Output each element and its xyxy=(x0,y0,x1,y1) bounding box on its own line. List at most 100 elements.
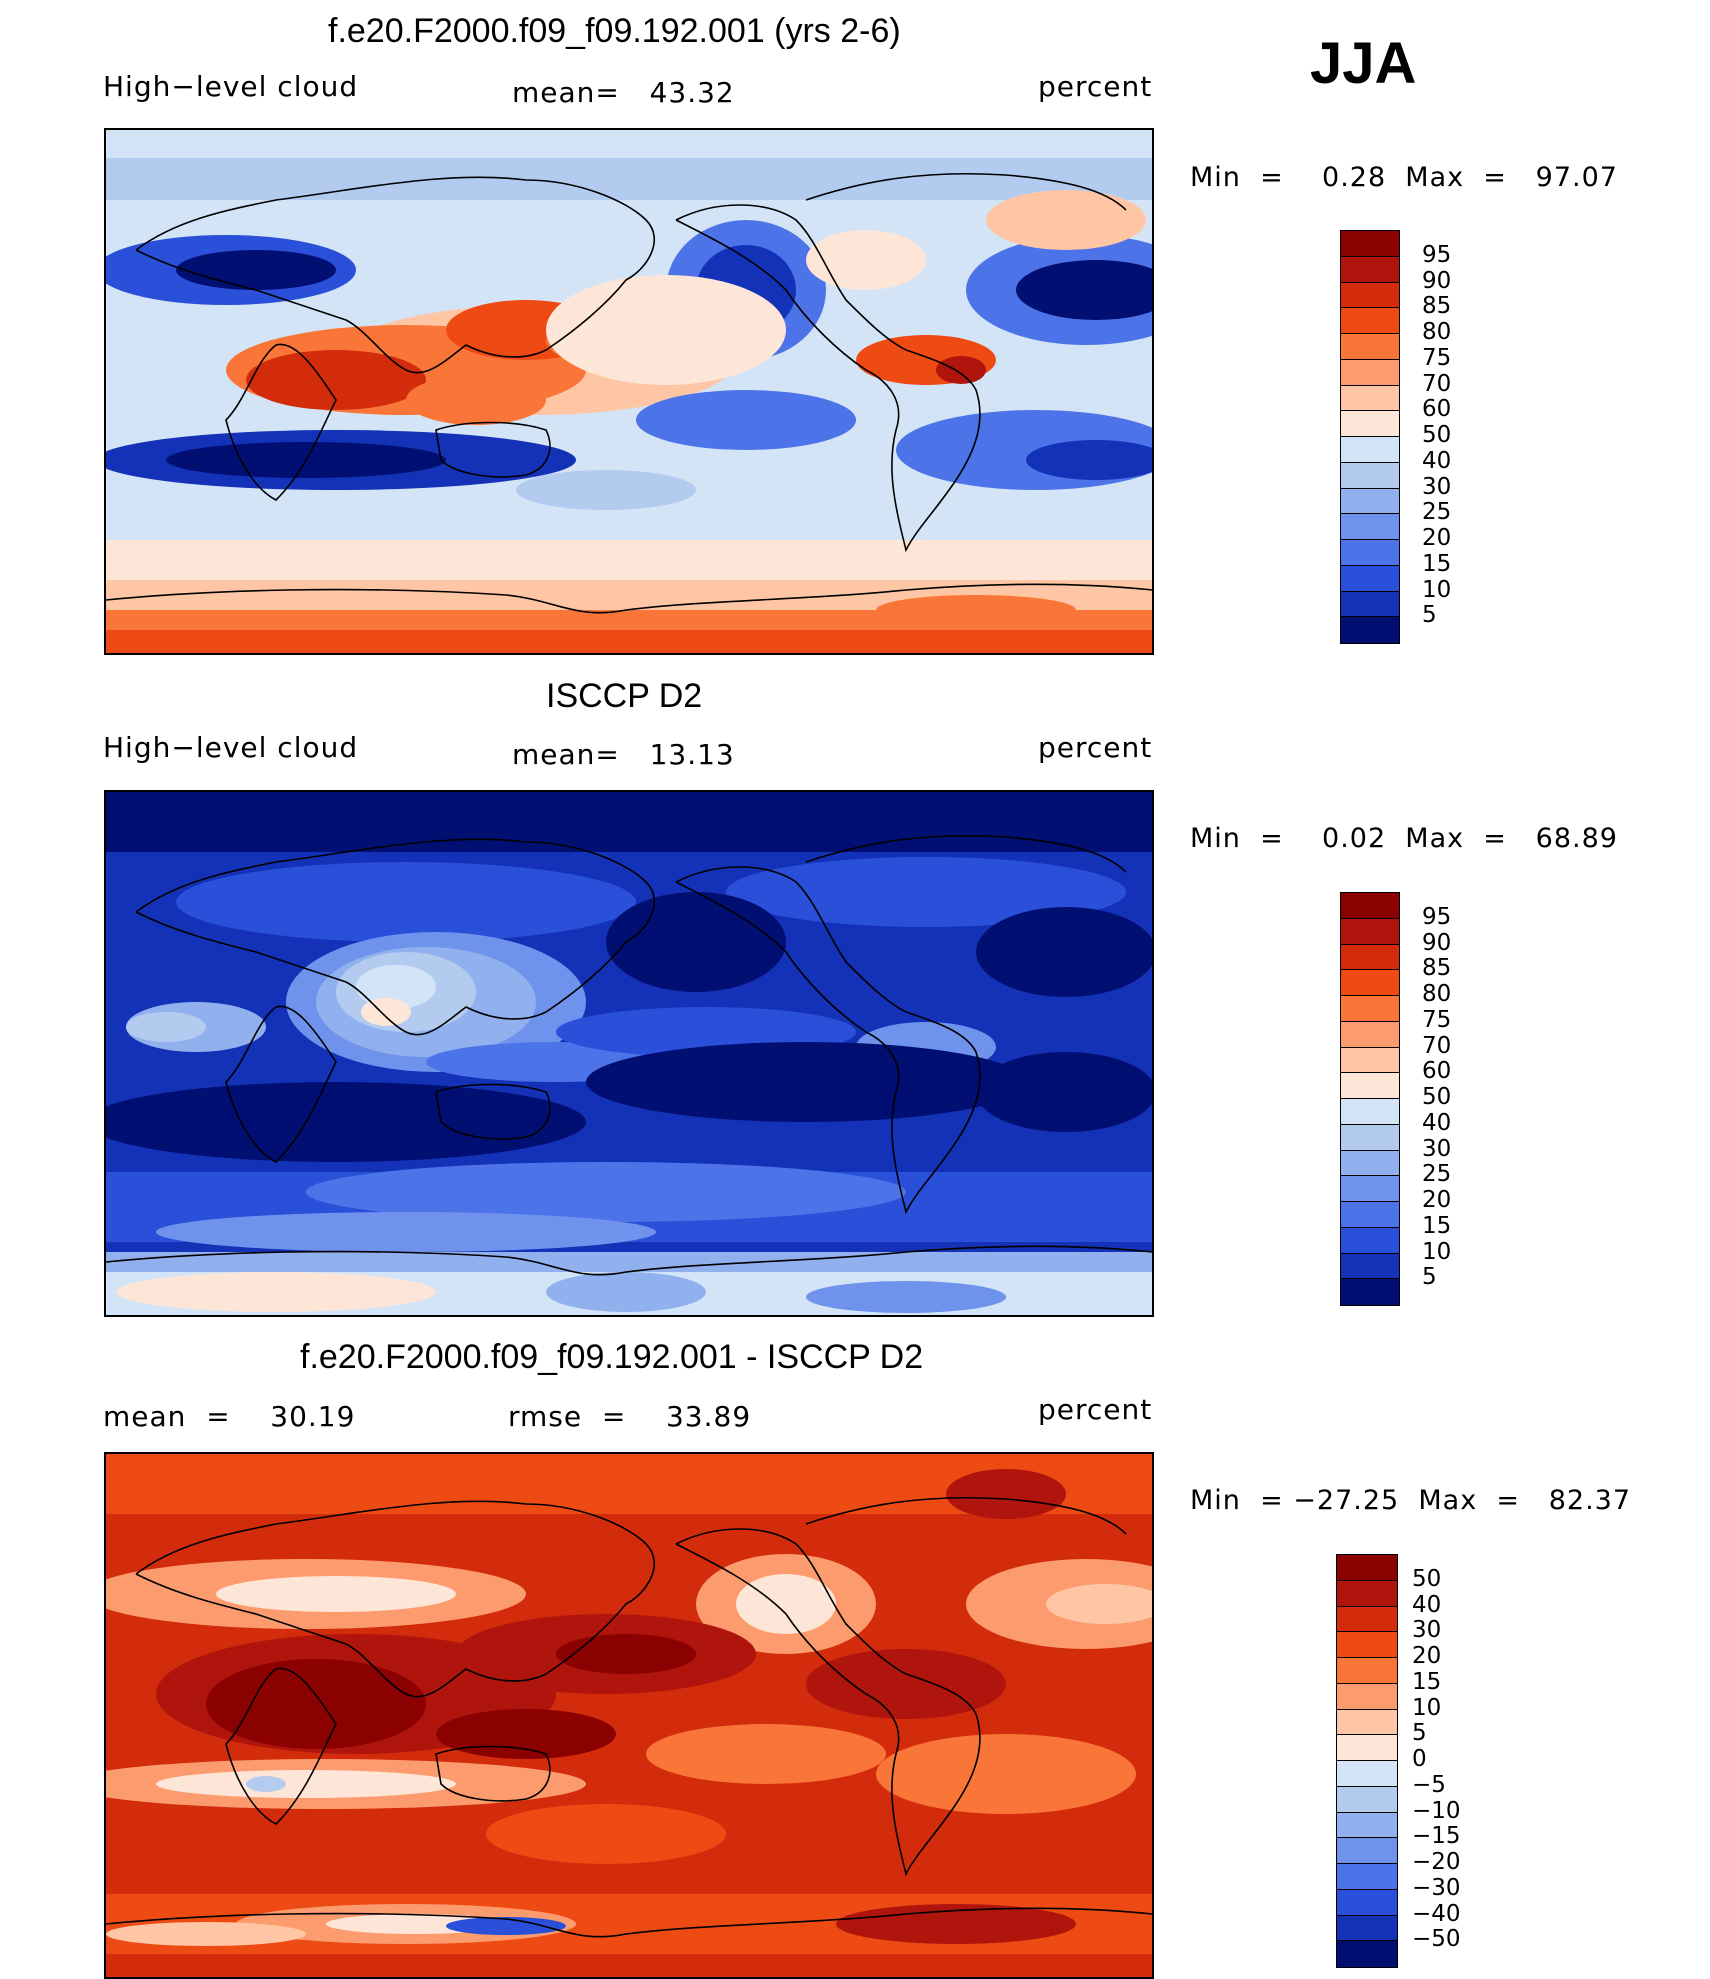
colorbar-swatch xyxy=(1341,359,1399,386)
colorbar-swatch xyxy=(1341,918,1399,945)
colorbar-swatch xyxy=(1337,1606,1397,1633)
colorbar-tick-label: 20 xyxy=(1422,525,1452,551)
colorbar-tick-label: 95 xyxy=(1422,241,1452,268)
panel-1-colorbar-labels: 95 90 85 80 75 70 60 50 40 30 25 20 15 10 5 xyxy=(1422,230,1492,644)
colorbar-tick-label: −50 xyxy=(1412,1926,1461,1953)
colorbar-swatch xyxy=(1341,1124,1399,1151)
panel-3-units-label: percent xyxy=(1038,1393,1153,1426)
colorbar-swatch xyxy=(1341,1021,1399,1048)
colorbar-swatch xyxy=(1337,1683,1397,1710)
colorbar-tick-label: 50 xyxy=(1422,1084,1452,1110)
colorbar-tick-label: −10 xyxy=(1412,1797,1461,1824)
panel-3-rmse-label: rmse = 33.89 xyxy=(508,1400,752,1433)
colorbar-swatch xyxy=(1337,1812,1397,1839)
colorbar-tick-label: 60 xyxy=(1422,1058,1452,1085)
panel-1-minmax: Min = 0.28 Max = 97.07 xyxy=(1190,162,1618,193)
panel-2-colorbar-labels: 95 90 85 80 75 70 60 50 40 30 25 20 15 10 5 xyxy=(1422,892,1492,1306)
colorbar-tick-label: 30 xyxy=(1422,473,1452,500)
panel-1-colorbar xyxy=(1340,230,1400,644)
panel-3-contour-field xyxy=(106,1454,1152,1977)
colorbar-tick-label: 30 xyxy=(1422,1135,1452,1162)
panel-1-mean-label: mean= 43.32 xyxy=(512,76,735,109)
colorbar-swatch xyxy=(1337,1838,1397,1864)
panel-1-title: f.e20.F2000.f09_f09.192.001 (yrs 2-6) xyxy=(328,12,901,50)
colorbar-tick-label: 60 xyxy=(1422,396,1452,423)
panel-1-variable-label: High−level cloud xyxy=(103,70,359,103)
colorbar-tick-label: 40 xyxy=(1412,1591,1442,1618)
colorbar-tick-label: 20 xyxy=(1412,1643,1442,1669)
colorbar-swatch xyxy=(1337,1761,1397,1787)
colorbar-swatch xyxy=(1337,1632,1397,1658)
colorbar-swatch xyxy=(1337,1709,1397,1736)
colorbar-tick-label: 90 xyxy=(1422,267,1452,294)
colorbar-tick-label: 75 xyxy=(1422,344,1452,371)
colorbar-tick-label: 50 xyxy=(1412,1565,1442,1592)
colorbar-tick-label: 25 xyxy=(1422,499,1452,526)
colorbar-tick-label: 15 xyxy=(1422,550,1452,577)
colorbar-tick-label: 85 xyxy=(1422,293,1452,320)
panel-3-colorbar-labels: 50 40 30 20 15 10 5 0 −5 −10 −15 −20 −30 −40 −50 xyxy=(1412,1554,1492,1968)
colorbar-tick-label: 0 xyxy=(1412,1746,1427,1772)
colorbar-swatch xyxy=(1341,1150,1399,1177)
colorbar-swatch xyxy=(1337,1864,1397,1890)
panel-2-minmax: Min = 0.02 Max = 68.89 xyxy=(1190,823,1618,854)
colorbar-swatch xyxy=(1337,1786,1397,1813)
colorbar-swatch xyxy=(1341,385,1399,412)
colorbar-tick-label: −5 xyxy=(1412,1771,1446,1798)
colorbar-swatch xyxy=(1341,540,1399,566)
colorbar-swatch xyxy=(1341,1176,1399,1202)
colorbar-tick-label: −30 xyxy=(1412,1874,1461,1901)
panel-2-variable-label: High−level cloud xyxy=(103,731,359,764)
colorbar-tick-label: 80 xyxy=(1422,319,1452,345)
colorbar-swatch xyxy=(1341,462,1399,489)
colorbar-swatch xyxy=(1341,1047,1399,1074)
panel-2-mean-label: mean= 13.13 xyxy=(512,738,735,771)
colorbar-tick-label: 70 xyxy=(1422,370,1452,397)
colorbar-swatch xyxy=(1337,1555,1397,1581)
colorbar-tick-label: 75 xyxy=(1422,1006,1452,1033)
colorbar-tick-label: 20 xyxy=(1422,1187,1452,1213)
colorbar-tick-label: 90 xyxy=(1422,929,1452,956)
panel-1-map xyxy=(104,128,1154,655)
colorbar-swatch xyxy=(1337,1580,1397,1607)
panel-2-contour-field xyxy=(106,792,1152,1315)
panel-3-colorbar xyxy=(1336,1554,1398,1968)
colorbar-tick-label: 15 xyxy=(1422,1212,1452,1239)
colorbar-tick-label: 5 xyxy=(1412,1720,1427,1747)
colorbar-swatch xyxy=(1341,617,1399,643)
colorbar-tick-label: 80 xyxy=(1422,981,1452,1007)
colorbar-swatch xyxy=(1341,996,1399,1022)
colorbar-tick-label: 85 xyxy=(1422,955,1452,982)
season-label: JJA xyxy=(1310,31,1417,96)
colorbar-swatch xyxy=(1337,1735,1397,1761)
panel-3-title: f.e20.F2000.f09_f09.192.001 - ISCCP D2 xyxy=(300,1338,924,1376)
colorbar-tick-label: 15 xyxy=(1412,1668,1442,1695)
colorbar-tick-label: −20 xyxy=(1412,1849,1461,1875)
colorbar-tick-label: 50 xyxy=(1422,422,1452,448)
colorbar-swatch xyxy=(1341,970,1399,996)
colorbar-swatch xyxy=(1341,231,1399,257)
panel-2-title: ISCCP D2 xyxy=(546,677,703,715)
colorbar-tick-label: 25 xyxy=(1422,1161,1452,1188)
colorbar-tick-label: 10 xyxy=(1422,1238,1452,1265)
panel-2-colorbar xyxy=(1340,892,1400,1306)
colorbar-swatch xyxy=(1341,308,1399,334)
colorbar-swatch xyxy=(1341,591,1399,618)
colorbar-tick-label: 40 xyxy=(1422,447,1452,474)
panel-2-map xyxy=(104,790,1154,1317)
colorbar-swatch xyxy=(1341,437,1399,463)
colorbar-swatch xyxy=(1341,1279,1399,1305)
colorbar-swatch xyxy=(1341,334,1399,360)
colorbar-swatch xyxy=(1341,1202,1399,1228)
colorbar-tick-label: 5 xyxy=(1422,602,1437,629)
colorbar-swatch xyxy=(1341,1253,1399,1280)
colorbar-swatch xyxy=(1341,514,1399,540)
colorbar-swatch xyxy=(1341,282,1399,309)
panel-3-minmax: Min = −27.25 Max = 82.37 xyxy=(1190,1485,1632,1516)
colorbar-tick-label: 70 xyxy=(1422,1032,1452,1059)
colorbar-tick-label: 40 xyxy=(1422,1109,1452,1136)
colorbar-swatch xyxy=(1341,1073,1399,1099)
panel-3-mean-label: mean = 30.19 xyxy=(103,1400,356,1433)
colorbar-swatch xyxy=(1341,1227,1399,1254)
colorbar-tick-label: 30 xyxy=(1412,1617,1442,1644)
